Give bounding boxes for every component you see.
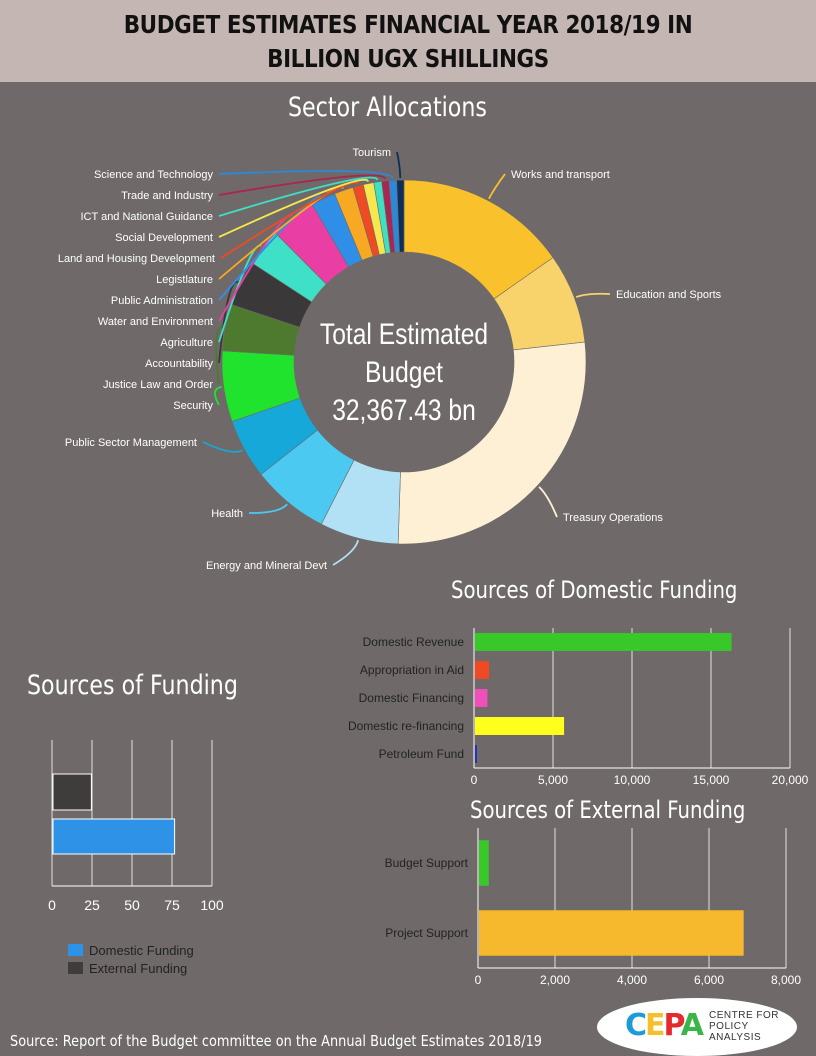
x-tick-label: 20,000	[772, 773, 809, 787]
x-tick-label: 100	[200, 897, 224, 913]
cepa-logo: CEPA CENTRE FOR POLICY ANALYSIS	[597, 998, 797, 1056]
slice-label-agriculture: Agriculture	[160, 337, 213, 349]
slice-label-health: Health	[211, 508, 243, 520]
slice-label-public-administration: Public Administration	[111, 295, 213, 307]
x-tick-label: 0	[471, 773, 478, 787]
slice-label-legistlature: Legistlature	[156, 274, 213, 286]
donut-slice-treasury-operations	[397, 341, 587, 545]
bar-domestic-revenue	[475, 633, 732, 651]
x-tick-label: 10,000	[614, 773, 651, 787]
source-note: Source: Report of the Budget committee o…	[10, 1032, 542, 1050]
x-tick-label: 6,000	[694, 973, 724, 987]
domestic-funding-chart: 0 5,000 10,000 15,000 20,000 Domestic Revenue…	[348, 628, 809, 787]
x-tick-label: 15,000	[693, 773, 730, 787]
x-tick-label: 4,000	[617, 973, 647, 987]
leader-line-social-development	[218, 178, 369, 238]
bar-domestic-financing	[475, 689, 488, 707]
leader-line-land-and-housing-development	[220, 181, 359, 259]
x-tick-label: 75	[164, 897, 180, 913]
category-label-petroleum-fund: Petroleum Fund	[379, 747, 464, 761]
leader-line-security	[214, 386, 222, 406]
leader-line-health	[248, 503, 288, 514]
legend-swatch-external	[68, 962, 83, 974]
slice-label-works-and-transport: Works and transport	[511, 169, 610, 181]
legend-label-external: External Funding	[89, 960, 188, 976]
funding-legend: Domestic Funding External Funding	[68, 941, 194, 977]
category-label-project-support: Project Support	[385, 926, 468, 940]
cepa-logo-text: CENTRE FOR POLICY ANALYSIS	[709, 1010, 779, 1043]
bar-domestic-re-financing	[475, 717, 565, 735]
leader-line-accountability	[218, 281, 239, 364]
leader-line-works-and-transport	[488, 173, 506, 200]
leader-line-public-sector-management	[202, 441, 243, 453]
x-tick-label: 0	[48, 897, 56, 913]
external-funding-title: Sources of External Funding	[470, 796, 746, 824]
slice-label-justice-law-and-order: Justice Law and Order	[103, 379, 213, 391]
donut-slice-tourism	[396, 179, 405, 253]
sector-allocations-donut: Works and transport Education and Sports T…	[58, 147, 722, 572]
category-label-domestic-revenue: Domestic Revenue	[363, 635, 465, 649]
slice-label-public-sector-management: Public Sector Management	[65, 437, 197, 449]
legend-item-external: External Funding	[68, 959, 194, 977]
slice-label-tourism: Tourism	[352, 147, 391, 159]
slice-label-water-and-environment: Water and Environment	[98, 316, 213, 328]
x-tick-label: 50	[124, 897, 140, 913]
slice-label-education-and-sports: Education and Sports	[616, 289, 722, 301]
x-tick-label: 25	[84, 897, 100, 913]
domestic-funding-title: Sources of Domestic Funding	[451, 576, 738, 604]
bar-appropriation-in-aid	[475, 661, 490, 679]
donut-center-line-1: Total Estimated	[320, 317, 488, 351]
legend-swatch-domestic	[68, 944, 83, 956]
leader-line-trade-and-industry	[218, 174, 387, 196]
category-label-domestic-financing: Domestic Financing	[359, 691, 464, 705]
category-label-domestic-re-financing: Domestic re-financing	[348, 719, 464, 733]
slice-label-trade-and-industry: Trade and Industry	[121, 190, 213, 202]
slice-label-treasury-operations: Treasury Operations	[563, 512, 663, 524]
sources-of-funding-title: Sources of Funding	[27, 670, 238, 701]
bar-petroleum-fund	[475, 745, 477, 763]
donut-center-line-2: Budget	[365, 355, 443, 389]
donut-center-line-3: 32,367.43 bn	[332, 393, 476, 427]
category-label-appropriation-in-aid: Appropriation in Aid	[360, 663, 464, 677]
sources-of-funding-chart: 0 25 50 75 100	[48, 740, 224, 913]
slice-label-energy-and-mineral-devt: Energy and Mineral Devt	[206, 560, 327, 572]
sector-allocations-title: Sector Allocations	[288, 92, 487, 123]
leader-line-tourism	[396, 151, 402, 179]
x-tick-label: 0	[475, 973, 482, 987]
slice-label-land-and-housing-development: Land and Housing Development	[58, 253, 215, 265]
slice-label-social-development: Social Development	[115, 232, 213, 244]
title-banner: BUDGET ESTIMATES FINANCIAL YEAR 2018/19 …	[0, 0, 816, 82]
leader-line-education-and-sports	[575, 292, 611, 298]
x-tick-label: 2,000	[540, 973, 570, 987]
slice-label-accountability: Accountability	[145, 358, 213, 370]
slice-label-science-and-technology: Science and Technology	[94, 169, 214, 181]
leader-line-science-and-technology	[218, 170, 394, 179]
bar-budget-support	[479, 840, 489, 886]
leader-line-energy-and-mineral-devt	[332, 539, 360, 566]
leader-line-ict-and-national-guidance	[218, 176, 379, 217]
slice-label-ict-and-national-guidance: ICT and National Guidance	[81, 211, 214, 223]
legend-item-domestic: Domestic Funding	[68, 941, 194, 959]
bar-external-funding	[52, 773, 92, 811]
bar-project-support	[479, 910, 744, 956]
x-tick-label: 8,000	[771, 973, 801, 987]
leader-line-justice-law-and-order	[215, 326, 224, 385]
bar-domestic-funding	[52, 818, 176, 855]
external-funding-chart: 0 2,000 4,000 6,000 8,000 Budget Support Proje…	[385, 828, 801, 987]
cepa-logo-mark: CEPA	[625, 1008, 704, 1043]
infographic-title: BUDGET ESTIMATES FINANCIAL YEAR 2018/19 …	[123, 10, 693, 73]
x-tick-label: 5,000	[538, 773, 568, 787]
category-label-budget-support: Budget Support	[385, 856, 469, 870]
leader-line-treasury-operations	[538, 486, 558, 518]
legend-label-domestic: Domestic Funding	[89, 942, 194, 958]
slice-label-security: Security	[173, 400, 213, 412]
